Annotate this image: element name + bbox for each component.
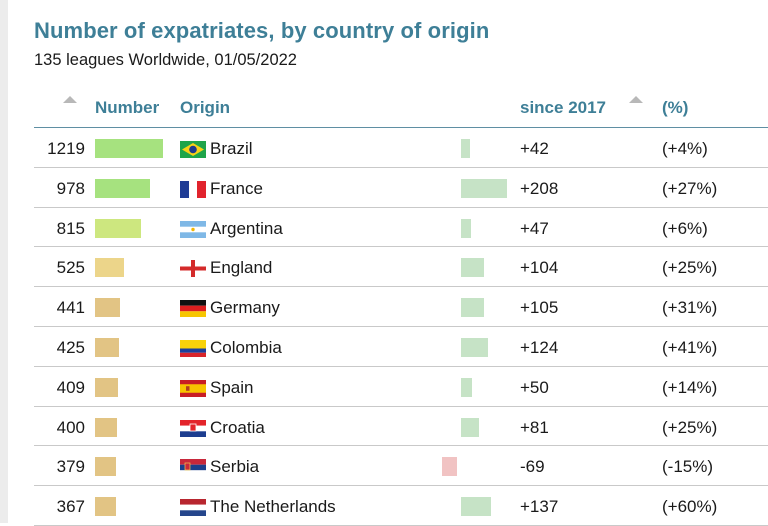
table-row: 379 Serbia -69 (-15%) bbox=[34, 446, 768, 487]
serbia-flag-icon bbox=[180, 459, 206, 477]
change-bar bbox=[461, 139, 471, 158]
number-value: 978 bbox=[56, 178, 85, 198]
change-value: +81 bbox=[520, 417, 549, 437]
sort-number-icon[interactable] bbox=[63, 96, 77, 103]
change-value: +208 bbox=[520, 178, 559, 198]
table-row: 367 The Netherlands +137 (+60%) bbox=[34, 486, 768, 526]
number-value: 400 bbox=[56, 417, 85, 437]
percent-change: (-15%) bbox=[662, 457, 714, 477]
percent-change: (+6%) bbox=[662, 218, 708, 238]
number-bar bbox=[95, 377, 118, 397]
number-value: 409 bbox=[56, 377, 85, 397]
table-row: 978 France +208 (+27%) bbox=[34, 168, 768, 208]
number-bar bbox=[95, 258, 125, 278]
left-edge-strip bbox=[0, 0, 8, 523]
netherlands-flag-icon bbox=[180, 499, 206, 517]
sort-since-icon[interactable] bbox=[629, 96, 643, 103]
percent-change: (+14%) bbox=[662, 377, 718, 397]
number-bar bbox=[95, 457, 117, 477]
change-bar bbox=[461, 298, 485, 318]
column-header-origin[interactable]: Origin bbox=[180, 98, 231, 117]
number-bar bbox=[95, 218, 141, 238]
change-value: +47 bbox=[520, 218, 549, 238]
percent-change: (+25%) bbox=[662, 417, 718, 437]
number-bar bbox=[95, 178, 150, 198]
chart-subtitle: 135 leagues Worldwide, 01/05/2022 bbox=[34, 51, 297, 69]
table-row: 525 England +104 (+25%) bbox=[34, 247, 768, 288]
change-bar bbox=[461, 218, 472, 238]
number-bar bbox=[95, 417, 118, 437]
country-name: France bbox=[210, 178, 263, 198]
change-value: +124 bbox=[520, 337, 559, 357]
table-row: 409 Spain +50 (+14%) bbox=[34, 367, 768, 407]
table-row: 441 Germany +105 (+31%) bbox=[34, 287, 768, 327]
table-row: 425 Colombia +124 (+41%) bbox=[34, 327, 768, 367]
change-bar bbox=[461, 417, 479, 437]
country-name: England bbox=[210, 258, 273, 278]
percent-change: (+60%) bbox=[662, 497, 718, 517]
change-value: +137 bbox=[520, 497, 559, 517]
france-flag-icon bbox=[180, 180, 206, 198]
header-divider bbox=[34, 127, 768, 128]
change-bar bbox=[441, 457, 458, 477]
number-value: 379 bbox=[56, 457, 85, 477]
table-body: 1219 Brazil +42 (+4%) 978 France +208 (+27%) 815… bbox=[34, 128, 768, 526]
column-header-percent[interactable]: (%) bbox=[662, 98, 689, 117]
country-name: Serbia bbox=[210, 457, 260, 477]
number-value: 525 bbox=[56, 258, 85, 278]
colombia-flag-icon bbox=[180, 339, 206, 357]
country-name: Spain bbox=[210, 377, 254, 397]
change-value: -69 bbox=[520, 457, 545, 477]
change-bar bbox=[461, 497, 492, 517]
change-bar bbox=[461, 258, 484, 278]
number-value: 441 bbox=[56, 298, 85, 318]
change-bar bbox=[461, 377, 473, 397]
percent-change: (+41%) bbox=[662, 337, 718, 357]
country-name: Colombia bbox=[210, 337, 282, 357]
number-value: 367 bbox=[56, 497, 85, 517]
number-bar bbox=[95, 298, 120, 318]
country-name: Croatia bbox=[210, 417, 265, 437]
percent-change: (+27%) bbox=[662, 178, 718, 198]
number-value: 425 bbox=[56, 337, 85, 357]
change-bar bbox=[461, 178, 507, 198]
change-value: +50 bbox=[520, 377, 549, 397]
table-row: 815 Argentina +47 (+6%) bbox=[34, 208, 768, 248]
percent-change: (+4%) bbox=[662, 139, 708, 158]
table-row: 1219 Brazil +42 (+4%) bbox=[34, 128, 768, 168]
table-header: Number Origin since 2017 (%) bbox=[34, 90, 768, 128]
germany-flag-icon bbox=[180, 300, 206, 318]
country-name: Brazil bbox=[210, 139, 253, 158]
percent-change: (+25%) bbox=[662, 258, 718, 278]
number-value: 1219 bbox=[47, 139, 85, 158]
percent-change: (+31%) bbox=[662, 298, 718, 318]
change-value: +104 bbox=[520, 258, 559, 278]
country-name: The Netherlands bbox=[210, 497, 336, 517]
chart-title: Number of expatriates, by country of ori… bbox=[34, 18, 490, 43]
number-bar bbox=[95, 497, 116, 517]
england-flag-icon bbox=[180, 260, 206, 278]
change-bar bbox=[461, 337, 489, 357]
argentina-flag-icon bbox=[180, 220, 206, 238]
number-value: 815 bbox=[56, 218, 85, 238]
number-bar bbox=[95, 139, 163, 158]
croatia-flag-icon bbox=[180, 419, 206, 437]
change-value: +42 bbox=[520, 139, 549, 158]
country-name: Argentina bbox=[210, 218, 283, 238]
change-value: +105 bbox=[520, 298, 559, 318]
spain-flag-icon bbox=[180, 379, 206, 397]
column-header-since-2017[interactable]: since 2017 bbox=[520, 98, 607, 117]
brazil-flag-icon bbox=[180, 141, 206, 158]
number-bar bbox=[95, 337, 119, 357]
country-name: Germany bbox=[210, 298, 280, 318]
table-row: 400 Croatia +81 (+25%) bbox=[34, 407, 768, 447]
column-header-number[interactable]: Number bbox=[95, 98, 160, 117]
